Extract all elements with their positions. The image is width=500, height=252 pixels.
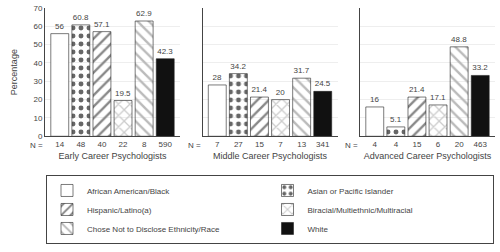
- svg-text:20: 20: [455, 140, 464, 149]
- svg-text:62.9: 62.9: [136, 9, 152, 18]
- svg-text:6: 6: [436, 140, 441, 149]
- svg-text:56: 56: [55, 22, 64, 31]
- svg-text:N =: N =: [345, 141, 358, 150]
- svg-text:4: 4: [373, 140, 378, 149]
- svg-text:34.2: 34.2: [230, 62, 246, 71]
- svg-text:7: 7: [278, 140, 283, 149]
- svg-text:16: 16: [370, 95, 379, 104]
- svg-text:24.5: 24.5: [315, 79, 331, 88]
- svg-text:N =: N =: [30, 141, 43, 150]
- svg-text:30: 30: [33, 77, 42, 86]
- svg-text:Advanced Career Psychologists: Advanced Career Psychologists: [364, 151, 492, 161]
- svg-text:31.7: 31.7: [294, 66, 310, 75]
- svg-text:Chose Not to Disclose Ethnicit: Chose Not to Disclose Ethnicity/Race: [87, 225, 220, 234]
- svg-text:14: 14: [55, 140, 64, 149]
- svg-text:60.8: 60.8: [73, 13, 89, 22]
- svg-text:21.4: 21.4: [251, 85, 267, 94]
- svg-text:60: 60: [33, 22, 42, 31]
- svg-text:28: 28: [213, 73, 222, 82]
- svg-text:40: 40: [97, 140, 106, 149]
- svg-text:17.1: 17.1: [430, 93, 446, 102]
- svg-text:10: 10: [33, 114, 42, 123]
- svg-text:48.8: 48.8: [451, 35, 467, 44]
- svg-text:Hispanic/Latino(a): Hispanic/Latino(a): [87, 206, 152, 215]
- svg-text:33.2: 33.2: [472, 63, 488, 72]
- svg-text:40: 40: [33, 59, 42, 68]
- svg-text:70: 70: [33, 4, 42, 13]
- svg-text:8: 8: [142, 140, 147, 149]
- svg-text:5.1: 5.1: [390, 115, 402, 124]
- svg-text:4: 4: [394, 140, 399, 149]
- svg-text:Percentage: Percentage: [9, 49, 19, 95]
- svg-text:15: 15: [412, 140, 421, 149]
- svg-text:48: 48: [76, 140, 85, 149]
- svg-text:50: 50: [33, 40, 42, 49]
- svg-text:Biracial/Multiethnic/Multiraci: Biracial/Multiethnic/Multiracial: [308, 206, 413, 215]
- svg-text:590: 590: [159, 140, 173, 149]
- svg-text:19.5: 19.5: [115, 89, 131, 98]
- svg-text:13: 13: [297, 140, 306, 149]
- svg-text:White: White: [308, 225, 329, 234]
- svg-text:Asian or Pacific Islander: Asian or Pacific Islander: [308, 187, 394, 196]
- svg-text:21.4: 21.4: [409, 85, 425, 94]
- svg-text:Early Career Psychologists: Early Career Psychologists: [58, 151, 167, 161]
- svg-text:27: 27: [234, 140, 243, 149]
- svg-text:Middle Career Psychologists: Middle Career Psychologists: [213, 151, 328, 161]
- svg-text:20: 20: [33, 95, 42, 104]
- svg-text:22: 22: [119, 140, 128, 149]
- svg-text:42.3: 42.3: [157, 47, 173, 56]
- svg-text:0: 0: [38, 132, 43, 141]
- svg-text:341: 341: [316, 140, 330, 149]
- svg-text:463: 463: [474, 140, 488, 149]
- svg-text:N =: N =: [188, 141, 201, 150]
- svg-text:20: 20: [276, 88, 285, 97]
- svg-text:7: 7: [215, 140, 220, 149]
- svg-text:African American/Black: African American/Black: [87, 187, 170, 196]
- svg-text:57.1: 57.1: [94, 20, 110, 29]
- svg-text:15: 15: [255, 140, 264, 149]
